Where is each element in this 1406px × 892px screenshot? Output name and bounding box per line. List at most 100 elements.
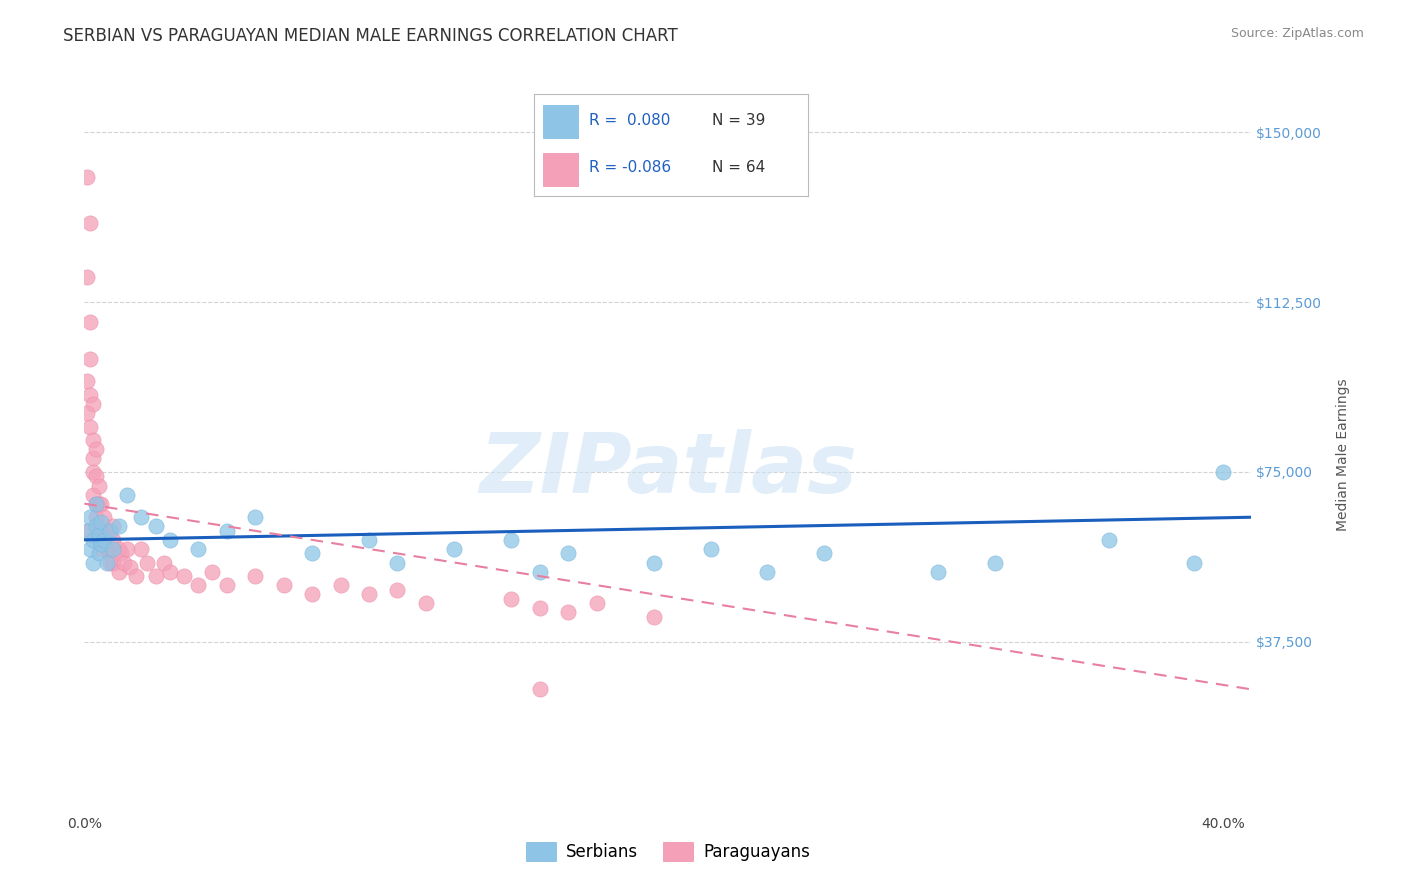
Point <box>927 565 949 579</box>
Point <box>357 533 380 547</box>
Text: R = -0.086: R = -0.086 <box>589 160 671 175</box>
Point <box>159 533 181 547</box>
FancyBboxPatch shape <box>543 105 578 137</box>
Point <box>87 519 110 533</box>
Point <box>813 546 835 560</box>
Point <box>76 524 98 538</box>
Point <box>82 397 104 411</box>
Point <box>93 533 115 547</box>
Point <box>82 487 104 501</box>
Point <box>557 546 579 560</box>
Point <box>84 497 107 511</box>
Point <box>82 451 104 466</box>
Point <box>273 578 295 592</box>
Text: N = 39: N = 39 <box>713 113 766 128</box>
Point <box>110 546 132 560</box>
Point <box>79 351 101 366</box>
Point <box>76 406 98 420</box>
Point <box>84 497 107 511</box>
Point <box>145 519 167 533</box>
Point <box>115 541 138 556</box>
Point <box>129 541 152 556</box>
Point <box>301 546 323 560</box>
FancyBboxPatch shape <box>543 153 578 186</box>
Point <box>82 533 104 547</box>
Point <box>159 565 181 579</box>
Point <box>415 596 437 610</box>
Point <box>529 600 551 615</box>
Point <box>187 541 209 556</box>
Point <box>90 497 112 511</box>
Point <box>79 216 101 230</box>
Point <box>984 556 1007 570</box>
Point <box>301 587 323 601</box>
Point <box>101 519 124 533</box>
Point <box>118 560 141 574</box>
Point <box>124 569 146 583</box>
Point <box>107 565 129 579</box>
Point <box>243 569 266 583</box>
Point <box>76 270 98 285</box>
Text: N = 64: N = 64 <box>713 160 766 175</box>
Point <box>82 556 104 570</box>
Point <box>153 556 176 570</box>
Point <box>357 587 380 601</box>
Point <box>529 565 551 579</box>
Point <box>87 533 110 547</box>
Point <box>557 606 579 620</box>
Point <box>1184 556 1206 570</box>
Point <box>643 556 665 570</box>
Point <box>76 374 98 388</box>
Point <box>84 469 107 483</box>
Point <box>101 556 124 570</box>
Point <box>699 541 721 556</box>
Point <box>79 541 101 556</box>
Point <box>243 510 266 524</box>
Y-axis label: Median Male Earnings: Median Male Earnings <box>1336 378 1350 532</box>
Point <box>329 578 352 592</box>
Point <box>96 524 118 538</box>
Point <box>145 569 167 583</box>
Text: ZIPatlas: ZIPatlas <box>479 429 856 509</box>
Point <box>107 519 129 533</box>
Point <box>1098 533 1121 547</box>
Point <box>387 582 409 597</box>
Text: R =  0.080: R = 0.080 <box>589 113 671 128</box>
Point <box>98 556 121 570</box>
Point <box>76 170 98 185</box>
Point <box>84 442 107 457</box>
Point <box>84 519 107 533</box>
Point <box>93 510 115 524</box>
Point <box>101 533 124 547</box>
Text: Source: ZipAtlas.com: Source: ZipAtlas.com <box>1230 27 1364 40</box>
Point <box>756 565 779 579</box>
Point <box>101 541 124 556</box>
Point <box>96 541 118 556</box>
Point <box>1212 465 1234 479</box>
Point <box>90 515 112 529</box>
Point <box>79 510 101 524</box>
Point <box>90 524 112 538</box>
Point <box>115 487 138 501</box>
Point <box>98 524 121 538</box>
Point <box>136 556 159 570</box>
Point <box>215 524 238 538</box>
Point <box>387 556 409 570</box>
Point <box>443 541 465 556</box>
Point <box>215 578 238 592</box>
Point <box>643 610 665 624</box>
Point <box>98 541 121 556</box>
Point <box>87 478 110 492</box>
Point <box>79 388 101 402</box>
Point <box>82 433 104 447</box>
Point <box>82 465 104 479</box>
Point <box>76 524 98 538</box>
Point <box>93 533 115 547</box>
Point <box>501 533 523 547</box>
Point <box>87 528 110 542</box>
Point <box>201 565 224 579</box>
Point <box>90 537 112 551</box>
Point <box>585 596 607 610</box>
Point <box>84 510 107 524</box>
Legend: Serbians, Paraguayans: Serbians, Paraguayans <box>519 835 817 868</box>
